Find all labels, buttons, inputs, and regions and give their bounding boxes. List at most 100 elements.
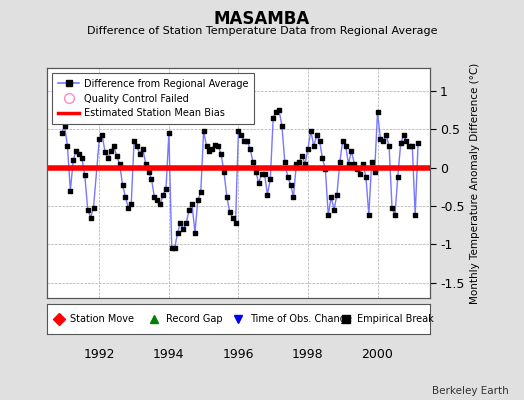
Point: [342, 143, 350, 149]
Point: [373, 109, 381, 116]
Point: [202, 143, 211, 149]
Point: [176, 220, 184, 226]
Point: [170, 245, 179, 251]
Point: [321, 166, 330, 172]
Point: [95, 135, 104, 142]
Point: [388, 204, 396, 211]
Point: [356, 170, 364, 177]
Point: [397, 140, 405, 146]
Point: [179, 226, 188, 232]
Point: [283, 174, 292, 180]
Point: [58, 130, 66, 136]
Point: [150, 194, 159, 200]
Point: [367, 158, 376, 165]
Point: [141, 161, 150, 167]
Point: [225, 209, 234, 215]
Point: [104, 155, 112, 162]
Text: Station Move: Station Move: [70, 314, 134, 324]
Point: [75, 151, 83, 157]
Point: [347, 148, 356, 154]
Point: [408, 143, 417, 149]
Point: [324, 212, 332, 218]
Point: [240, 138, 248, 144]
Point: [249, 158, 257, 165]
Point: [312, 132, 321, 139]
Point: [83, 207, 92, 213]
Point: [391, 212, 399, 218]
Point: [223, 194, 231, 200]
Point: [243, 138, 252, 144]
Point: [327, 194, 335, 200]
Point: [414, 140, 422, 146]
Point: [330, 207, 339, 213]
Point: [165, 130, 173, 136]
Point: [214, 143, 222, 149]
Point: [127, 201, 135, 208]
Legend: Difference from Regional Average, Quality Control Failed, Estimated Station Mean: Difference from Regional Average, Qualit…: [52, 73, 255, 124]
Point: [205, 148, 214, 154]
Point: [362, 174, 370, 180]
Point: [365, 212, 373, 218]
Point: [191, 230, 199, 236]
Text: Difference of Station Temperature Data from Regional Average: Difference of Station Temperature Data f…: [87, 26, 437, 36]
Text: 1992: 1992: [83, 348, 115, 361]
Point: [385, 143, 394, 149]
Point: [237, 132, 246, 139]
Text: 2000: 2000: [362, 348, 394, 361]
Point: [185, 207, 193, 213]
Point: [278, 122, 286, 129]
Text: 1996: 1996: [223, 348, 254, 361]
Text: 1998: 1998: [292, 348, 324, 361]
Point: [246, 145, 254, 152]
Point: [200, 128, 208, 134]
Point: [211, 142, 220, 148]
Point: [228, 214, 237, 221]
Point: [159, 191, 167, 198]
Point: [89, 204, 97, 211]
Point: [307, 128, 315, 134]
Point: [130, 138, 138, 144]
Point: [394, 174, 402, 180]
Point: [182, 220, 190, 226]
Point: [147, 176, 156, 182]
Point: [298, 153, 307, 159]
Point: [162, 186, 170, 192]
Point: [115, 161, 124, 167]
Point: [234, 128, 243, 134]
Point: [350, 161, 358, 167]
Point: [63, 143, 72, 149]
Point: [81, 172, 89, 178]
Point: [69, 157, 78, 163]
Point: [269, 115, 277, 121]
Point: [168, 245, 176, 251]
Text: Time of Obs. Change: Time of Obs. Change: [250, 314, 352, 324]
Text: 1994: 1994: [153, 348, 184, 361]
Point: [255, 180, 263, 186]
Text: Record Gap: Record Gap: [166, 314, 222, 324]
Point: [60, 122, 69, 129]
Point: [280, 158, 289, 165]
Point: [376, 135, 385, 142]
Point: [301, 161, 309, 167]
Text: MASAMBA: MASAMBA: [214, 10, 310, 28]
Point: [399, 132, 408, 139]
Point: [124, 204, 133, 211]
Point: [402, 138, 411, 144]
Text: Empirical Break: Empirical Break: [357, 314, 434, 324]
Point: [353, 166, 362, 172]
Point: [336, 158, 344, 165]
Point: [153, 197, 161, 203]
Point: [78, 155, 86, 162]
Point: [66, 188, 74, 194]
Point: [304, 145, 312, 152]
Point: [139, 145, 147, 152]
Point: [173, 230, 182, 236]
Point: [208, 145, 216, 152]
Point: [107, 148, 115, 154]
Point: [370, 168, 379, 175]
Point: [145, 168, 153, 175]
Point: [188, 201, 196, 208]
Point: [136, 151, 144, 157]
Point: [379, 138, 388, 144]
Point: [72, 148, 80, 154]
